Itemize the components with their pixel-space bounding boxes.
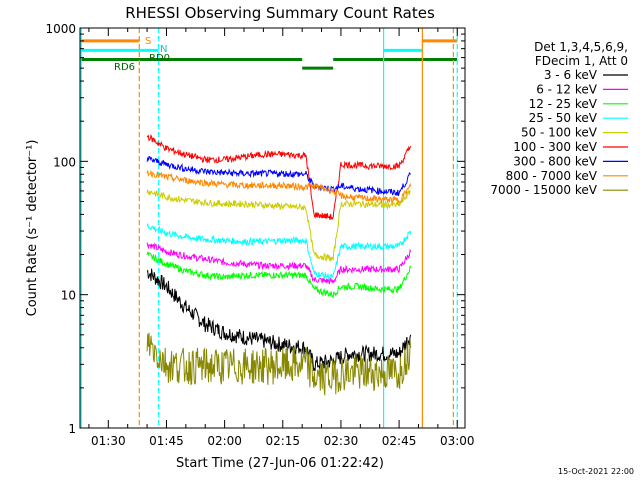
plot-frame — [79, 27, 466, 429]
footer-date: 15-Oct-2021 22:00 — [558, 467, 634, 476]
series-group — [146, 133, 412, 396]
y-tick-label-1: 10 — [61, 289, 76, 303]
x-tick-label-0: 01:30 — [91, 434, 126, 448]
legend-label-2: 12 - 25 keV — [529, 97, 598, 111]
legend-label-6: 300 - 800 keV — [513, 154, 597, 168]
legend-header-1: Det 1,3,4,5,6,9, — [534, 40, 628, 54]
series-line-8 — [146, 332, 412, 396]
legend-label-3: 25 - 50 keV — [529, 111, 598, 125]
series-line-2 — [146, 251, 412, 299]
y-tick-label-2: 100 — [53, 155, 76, 169]
legend-label-7: 800 - 7000 keV — [506, 169, 598, 183]
series-line-7 — [146, 170, 412, 205]
x-tick-label-4: 02:30 — [324, 434, 359, 448]
legend-label-1: 6 - 12 keV — [536, 82, 598, 96]
y-axis-label: Count Rate (s⁻¹ detector⁻¹) — [25, 140, 40, 317]
series-line-5 — [146, 133, 412, 221]
series-line-4 — [146, 189, 412, 263]
x-tick-label-3: 02:15 — [265, 434, 300, 448]
vertical-markers — [80, 28, 458, 428]
legend-label-5: 100 - 300 keV — [513, 140, 597, 154]
legend-header-2: FDecim 1, Att 0 — [535, 54, 628, 68]
legend-label-0: 3 - 6 keV — [544, 68, 598, 82]
series-line-1 — [146, 242, 412, 285]
series-line-6 — [146, 156, 411, 197]
x-tick-label-2: 02:00 — [207, 434, 242, 448]
flag-label-rd0: RD0 — [149, 53, 170, 64]
flag-label-night: N — [160, 44, 167, 55]
x-tick-label-5: 02:45 — [382, 434, 417, 448]
y-axis-ticks: 1 10 100 1000 — [45, 22, 465, 436]
x-axis-label: Start Time (27-Jun-06 01:22:42) — [176, 456, 384, 471]
flag-bars — [80, 39, 458, 70]
series-line-3 — [146, 222, 412, 280]
y-tick-label-3: 1000 — [45, 22, 76, 36]
x-tick-label-6: 03:00 — [440, 434, 475, 448]
x-tick-label-1: 01:45 — [149, 434, 184, 448]
y-tick-label-0: 1 — [68, 422, 76, 436]
legend-label-8: 7000 - 15000 keV — [490, 183, 597, 197]
chart-title: RHESSI Observing Summary Count Rates — [125, 4, 435, 22]
flag-label-rd6: RD6 — [114, 62, 135, 73]
legend-label-4: 50 - 100 keV — [521, 126, 598, 140]
series-line-0 — [146, 268, 412, 372]
x-axis-ticks: 01:30 01:45 02:00 02:15 02:30 02:45 03:00 — [88, 28, 475, 448]
flag-label-saa: S — [145, 36, 151, 47]
